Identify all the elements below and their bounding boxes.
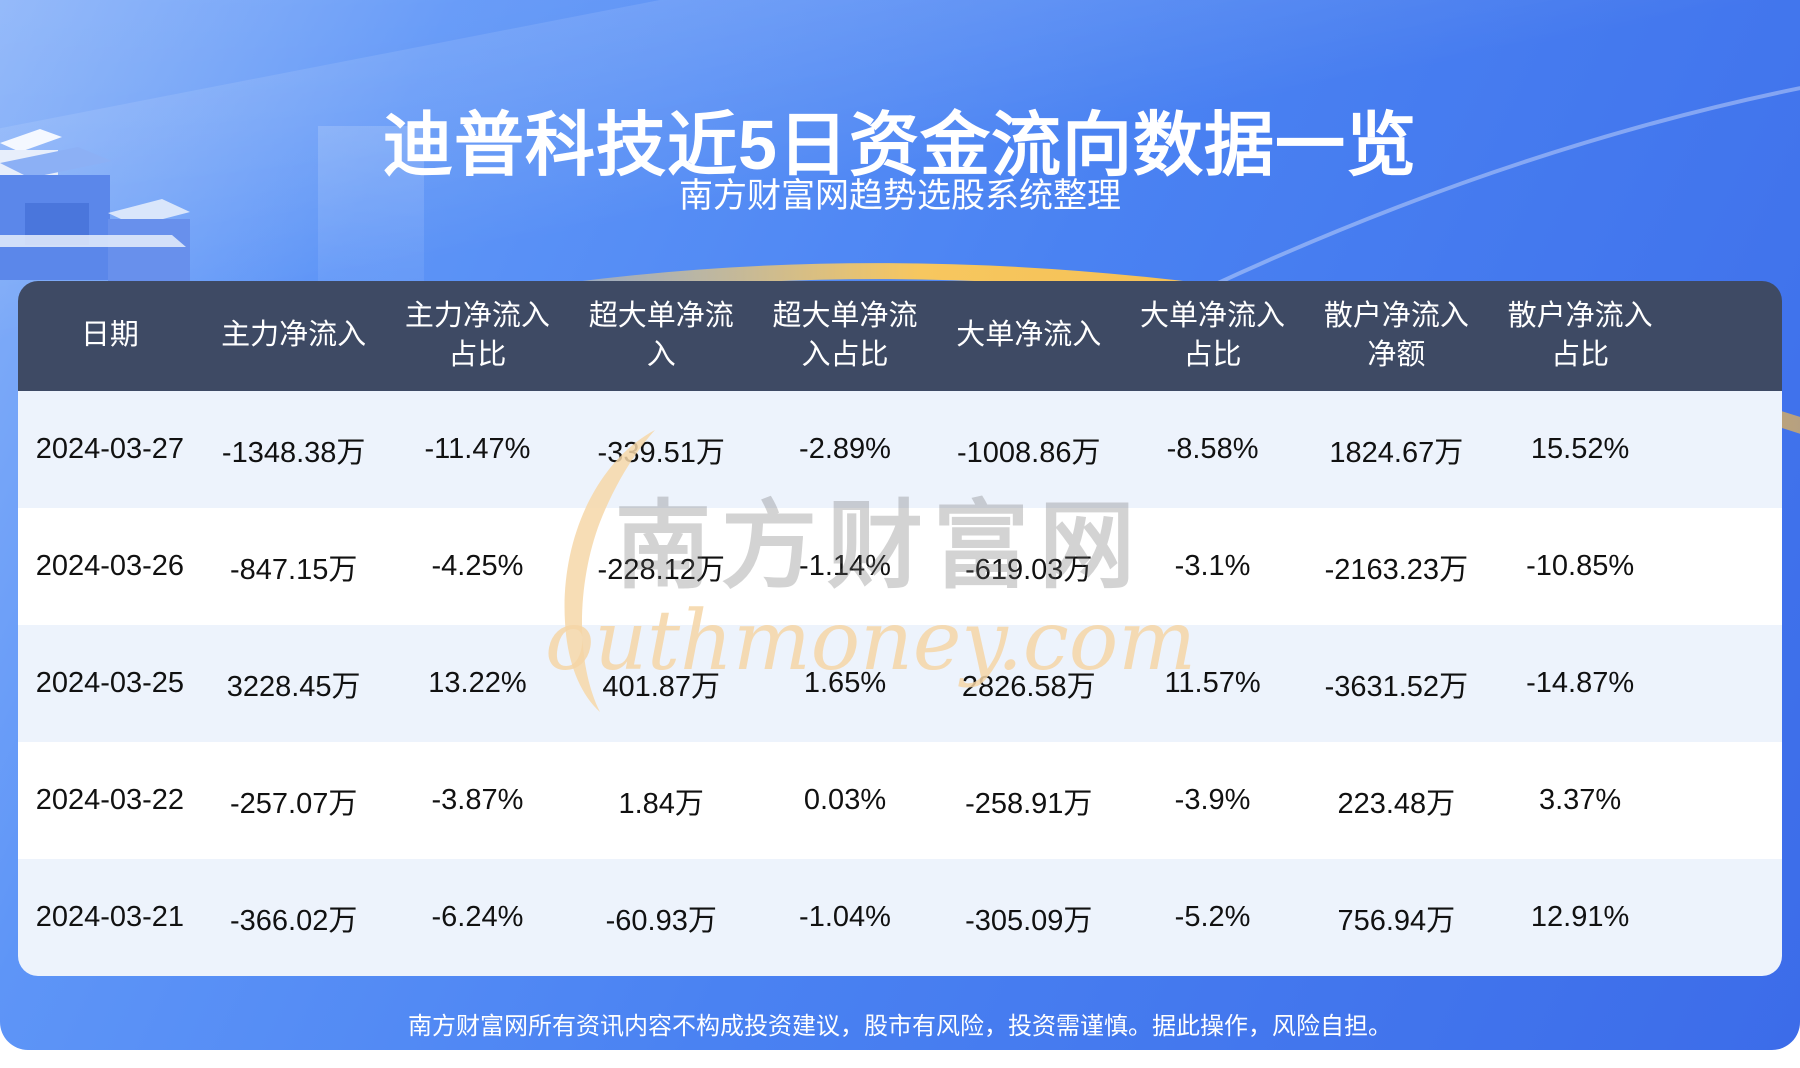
value-cell: -1.14% [799,550,891,582]
value-cell: -619.03万 [965,553,1093,586]
col-header-date: 日期 [80,319,139,352]
value-cell: -305.09万 [965,904,1093,937]
col-header-large-order-net-inflow: 大单净流入 [956,319,1102,352]
table-header-row: 日期 主力净流入 主力净流入 占比 超大单净流 入 超大单净流 入占比 大单净流… [18,281,1782,391]
date-cell: 2024-03-27 [35,433,185,465]
value-cell: -1008.86万 [957,436,1101,469]
value-cell: 3.37% [1538,784,1622,816]
value-cell: -1348.38万 [221,436,366,469]
value-cell: 3228.45万 [226,670,361,703]
date-cell: 2024-03-22 [35,784,185,816]
col-header-xl-order-net-inflow: 超大单净流 入 [588,299,734,371]
date-cell: 2024-03-21 [35,901,185,933]
value-cell: -847.15万 [229,553,358,586]
value-cell: -14.87% [1526,667,1635,699]
value-cell: 1.84万 [618,787,704,820]
value-cell: -10.85% [1526,550,1635,582]
value-cell: -257.07万 [229,787,358,820]
value-cell: -4.25% [431,550,524,582]
value-cell: 401.87万 [602,670,721,703]
value-cell: -11.47% [424,433,531,465]
value-cell: 12.91% [1530,901,1630,933]
value-cell: -3.1% [1174,550,1251,582]
value-cell: -6.24% [431,901,524,933]
value-cell: -8.58% [1166,433,1259,465]
value-cell: -3631.52万 [1324,670,1469,703]
value-cell: -2.89% [799,433,891,465]
table-row: 2024-03-26 -847.15万 -4.25% -228.12万 -1.1… [18,508,1782,625]
building-illustration [0,129,190,315]
page-title: 迪普科技近5日资金流向数据一览 [383,105,1417,184]
col-header-retail-net-inflow: 散户净流入 净额 [1323,299,1469,371]
value-cell: -258.91万 [965,787,1093,820]
value-cell: -339.51万 [597,436,725,469]
value-cell: -5.2% [1174,901,1251,933]
fund-flow-table: 日期 主力净流入 主力净流入 占比 超大单净流 入 超大单净流 入占比 大单净流… [18,281,1782,976]
table-row: 2024-03-25 3228.45万 13.22% 401.87万 1.65%… [18,625,1782,742]
value-cell: 223.48万 [1337,787,1456,820]
value-cell: 1.65% [803,667,887,699]
value-cell: 11.57% [1164,667,1261,699]
value-cell: -2163.23万 [1324,553,1469,586]
col-header-large-order-net-inflow-pct: 大单净流入 占比 [1140,299,1286,371]
disclaimer-text: 南方财富网所有资讯内容不构成投资建议，股市有风险，投资需谨慎。据此操作，风险自担… [408,1013,1392,1040]
value-cell: -3.87% [431,784,524,816]
table-row: 2024-03-27 -1348.38万 -11.47% -339.51万 -2… [18,391,1782,508]
col-header-xl-order-net-inflow-pct: 超大单净流 入占比 [772,299,918,371]
value-cell: 1824.67万 [1329,436,1464,469]
page-subtitle: 南方财富网趋势选股系统整理 [679,177,1121,215]
table-row: 2024-03-22 -257.07万 -3.87% 1.84万 0.03% -… [18,742,1782,859]
value-cell: 13.22% [428,667,527,699]
col-header-retail-net-inflow-pct: 散户净流入 占比 [1507,299,1653,371]
value-cell: -60.93万 [605,904,717,937]
value-cell: -366.02万 [229,904,358,937]
date-cell: 2024-03-25 [35,667,185,699]
value-cell: -3.9% [1174,784,1251,816]
value-cell: -228.12万 [597,553,725,586]
value-cell: 756.94万 [1337,904,1456,937]
value-cell: 15.52% [1530,433,1630,465]
date-cell: 2024-03-26 [35,550,185,582]
value-cell: 0.03% [803,784,887,816]
col-header-main-net-inflow-pct: 主力净流入 占比 [404,299,550,371]
col-header-main-net-inflow: 主力净流入 [221,319,367,352]
table-row: 2024-03-21 -366.02万 -6.24% -60.93万 -1.04… [18,859,1782,976]
value-cell: -1.04% [799,901,891,933]
value-cell: 2826.58万 [961,670,1096,703]
